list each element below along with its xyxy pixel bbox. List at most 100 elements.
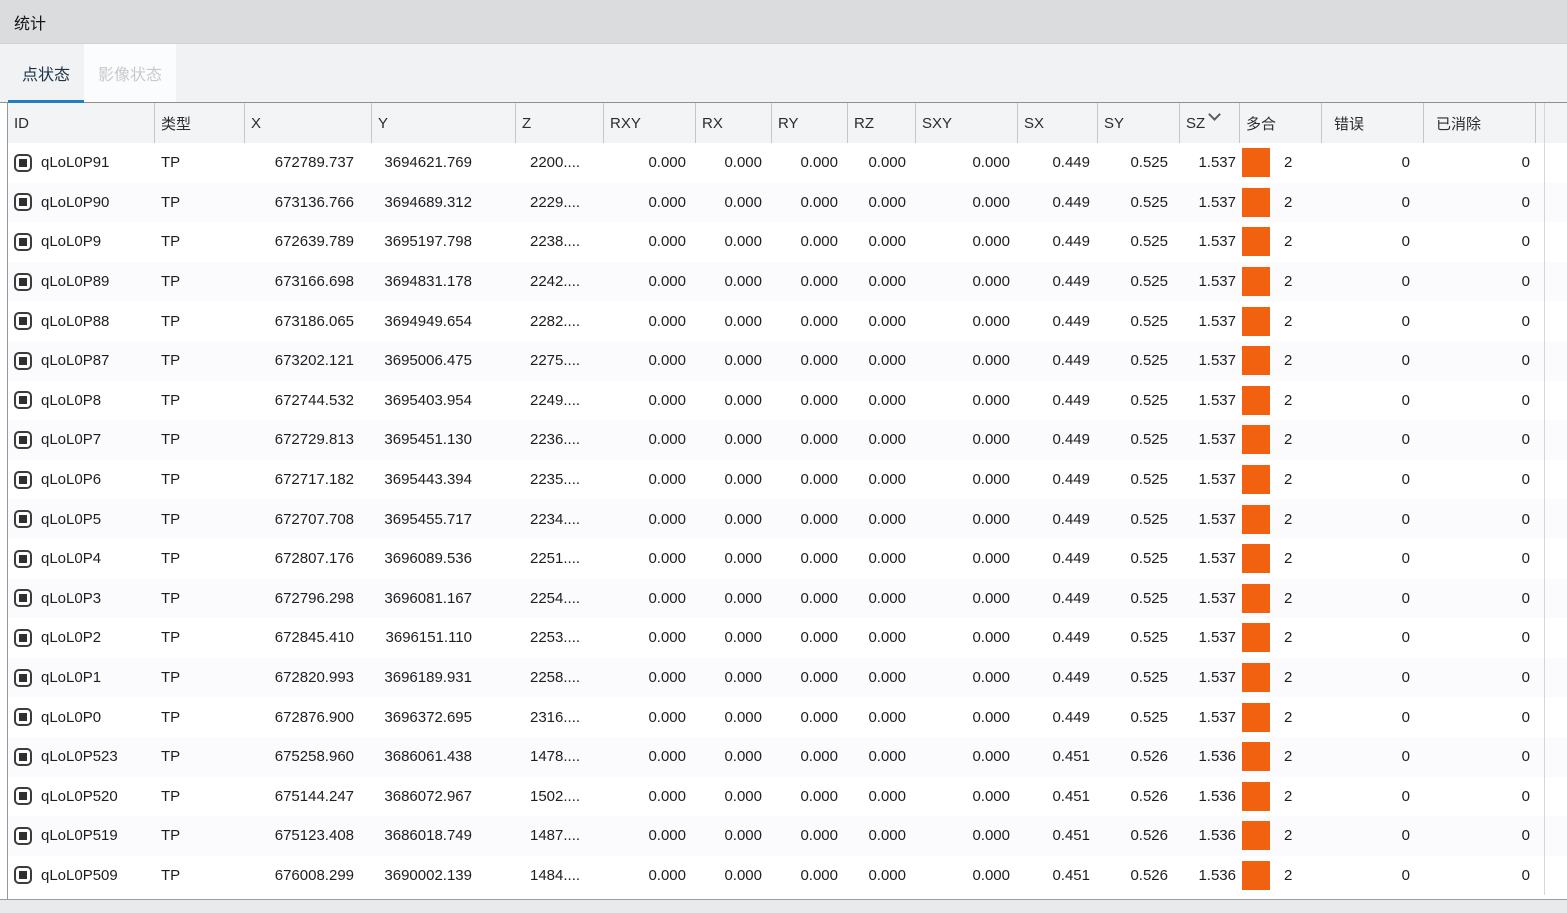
cell-y: 3695455.717 bbox=[384, 510, 472, 528]
cell-rz: 0.000 bbox=[868, 550, 906, 568]
table-row[interactable]: qLoL0P8 TP 672744.532 3695403.954 2249.... 0.… bbox=[8, 380, 1567, 421]
checked-square-icon[interactable] bbox=[14, 747, 32, 766]
table-row[interactable]: qLoL0P87 TP 673202.121 3695006.475 2275.... 0… bbox=[8, 340, 1567, 381]
cell-id: qLoL0P91 bbox=[8, 153, 155, 172]
cell-x: 672845.410 bbox=[274, 629, 354, 647]
cell-error: 0 bbox=[1401, 669, 1410, 687]
column-header-rz[interactable]: RZ bbox=[848, 103, 916, 143]
checked-square-icon[interactable] bbox=[14, 272, 32, 291]
column-header-label: 错误 bbox=[1334, 115, 1365, 133]
column-header-multi[interactable]: 多合 bbox=[1240, 103, 1322, 143]
cell-y: 3690002.139 bbox=[384, 866, 472, 884]
table-row[interactable]: qLoL0P89 TP 673166.698 3694831.178 2242.... 0… bbox=[8, 261, 1567, 302]
cell-z: 2242.... bbox=[530, 273, 581, 291]
column-header-rxy[interactable]: RXY bbox=[604, 103, 696, 143]
checked-square-icon[interactable] bbox=[14, 470, 32, 489]
checked-square-icon[interactable] bbox=[14, 510, 32, 529]
column-header-error[interactable]: 错误 bbox=[1322, 103, 1424, 143]
checked-square-icon[interactable] bbox=[14, 193, 32, 212]
checked-square-icon[interactable] bbox=[14, 628, 32, 647]
column-header-x[interactable]: X bbox=[245, 103, 372, 143]
column-header-z[interactable]: Z bbox=[516, 103, 604, 143]
checked-square-icon[interactable] bbox=[14, 312, 32, 331]
cell-z: 2253.... bbox=[530, 629, 581, 647]
cell-rx: 0.000 bbox=[724, 391, 762, 409]
column-header-rx[interactable]: RX bbox=[696, 103, 772, 143]
cell-rx: 0.000 bbox=[724, 233, 762, 251]
cell-x: 672820.993 bbox=[274, 669, 354, 687]
column-header-id[interactable]: ID bbox=[8, 103, 155, 143]
multi-value: 2 bbox=[1284, 193, 1293, 211]
cell-y: 3694831.178 bbox=[384, 273, 472, 291]
table-row[interactable]: qLoL0P1 TP 672820.993 3696189.931 2258.... 0.… bbox=[8, 657, 1567, 698]
multi-bar bbox=[1242, 623, 1270, 653]
table-row[interactable]: qLoL0P7 TP 672729.813 3695451.130 2236.... 0.… bbox=[8, 420, 1567, 460]
multi-bar bbox=[1242, 148, 1270, 178]
checked-square-icon[interactable] bbox=[14, 708, 32, 727]
checked-square-icon[interactable] bbox=[14, 866, 32, 885]
cell-id: qLoL0P519 bbox=[8, 826, 155, 845]
table-row[interactable]: qLoL0P520 TP 675144.247 3686072.967 1502....… bbox=[8, 776, 1567, 817]
column-header-y[interactable]: Y bbox=[372, 103, 516, 143]
cell-rz: 0.000 bbox=[868, 352, 906, 370]
column-header-eliminated[interactable]: 已消除 bbox=[1424, 103, 1536, 143]
checked-square-icon[interactable] bbox=[14, 668, 32, 687]
table-row[interactable]: qLoL0P91 TP 672789.737 3694621.769 2200.... 0… bbox=[8, 143, 1567, 183]
checked-square-icon[interactable] bbox=[14, 351, 32, 370]
cell-id: qLoL0P6 bbox=[8, 470, 155, 489]
table-row[interactable]: qLoL0P88 TP 673186.065 3694949.654 2282.... 0… bbox=[8, 301, 1567, 341]
column-header-sz[interactable]: SZ bbox=[1180, 103, 1240, 143]
cell-sxy: 0.000 bbox=[972, 431, 1010, 449]
column-header-label: Z bbox=[522, 114, 532, 132]
column-header-sx[interactable]: SX bbox=[1018, 103, 1098, 143]
column-header-type[interactable]: 类型 bbox=[155, 103, 245, 143]
header-gutter bbox=[1536, 103, 1545, 143]
cell-rz: 0.000 bbox=[868, 748, 906, 766]
cell-error: 0 bbox=[1401, 312, 1410, 330]
checked-square-icon[interactable] bbox=[14, 826, 32, 845]
table-row[interactable]: qLoL0P2 TP 672845.410 3696151.110 2253.... 0.… bbox=[8, 618, 1567, 658]
checked-square-icon[interactable] bbox=[14, 391, 32, 410]
checked-square-icon[interactable] bbox=[14, 153, 32, 172]
table-row[interactable]: qLoL0P3 TP 672796.298 3696081.167 2254.... 0.… bbox=[8, 578, 1567, 619]
point-id: qLoL0P4 bbox=[41, 550, 102, 568]
table-row[interactable]: qLoL0P5 TP 672707.708 3695455.717 2234.... 0.… bbox=[8, 499, 1567, 539]
multi-bar bbox=[1242, 860, 1270, 890]
column-header-sxy[interactable]: SXY bbox=[916, 103, 1018, 143]
checked-square-icon[interactable] bbox=[14, 232, 32, 251]
table-row[interactable]: qLoL0P0 TP 672876.900 3696372.695 2316.... 0.… bbox=[8, 697, 1567, 737]
checked-square-icon[interactable] bbox=[14, 549, 32, 568]
table-row[interactable]: qLoL0P523 TP 675258.960 3686061.438 1478....… bbox=[8, 736, 1567, 777]
cell-sz: 1.537 bbox=[1198, 708, 1236, 726]
checkbox-fill bbox=[19, 713, 27, 722]
checked-square-icon[interactable] bbox=[14, 430, 32, 449]
cell-error: 0 bbox=[1401, 431, 1410, 449]
cell-rz: 0.000 bbox=[868, 154, 906, 172]
tab-point-status[interactable]: 点状态 bbox=[8, 45, 85, 103]
cell-y: 3686061.438 bbox=[384, 748, 472, 766]
cell-eliminated: 0 bbox=[1521, 510, 1530, 528]
cell-sy: 0.525 bbox=[1130, 431, 1168, 449]
cell-rx: 0.000 bbox=[724, 431, 762, 449]
table-row[interactable]: qLoL0P519 TP 675123.408 3686018.749 1487....… bbox=[8, 816, 1567, 856]
checkbox-fill bbox=[19, 554, 27, 563]
table-row[interactable]: qLoL0P509 TP 676008.299 3690002.139 1484....… bbox=[8, 855, 1567, 896]
table-row[interactable]: qLoL0P9 TP 672639.789 3695197.798 2238.... 0.… bbox=[8, 222, 1567, 262]
tab-image-status[interactable]: 影像状态 bbox=[84, 44, 177, 102]
table-row[interactable]: qLoL0P6 TP 672717.182 3695443.394 2235.... 0.… bbox=[8, 459, 1567, 500]
table-row[interactable]: qLoL0P4 TP 672807.176 3696089.536 2251.... 0.… bbox=[8, 538, 1567, 579]
cell-y: 3694949.654 bbox=[384, 312, 472, 330]
column-header-sy[interactable]: SY bbox=[1098, 103, 1180, 143]
cell-z: 2238.... bbox=[530, 233, 581, 251]
table-row[interactable]: qLoL0P90 TP 673136.766 3694689.312 2229.... 0… bbox=[8, 182, 1567, 223]
multi-value: 2 bbox=[1284, 550, 1293, 568]
cell-sy: 0.525 bbox=[1130, 391, 1168, 409]
checked-square-icon[interactable] bbox=[14, 589, 32, 608]
cell-rx: 0.000 bbox=[724, 748, 762, 766]
column-header-label: RXY bbox=[610, 114, 641, 132]
column-header-ry[interactable]: RY bbox=[772, 103, 848, 143]
cell-x: 676008.299 bbox=[274, 866, 354, 884]
cell-x: 672639.789 bbox=[274, 233, 354, 251]
checked-square-icon[interactable] bbox=[14, 787, 32, 806]
cell-rxy: 0.000 bbox=[648, 273, 686, 291]
